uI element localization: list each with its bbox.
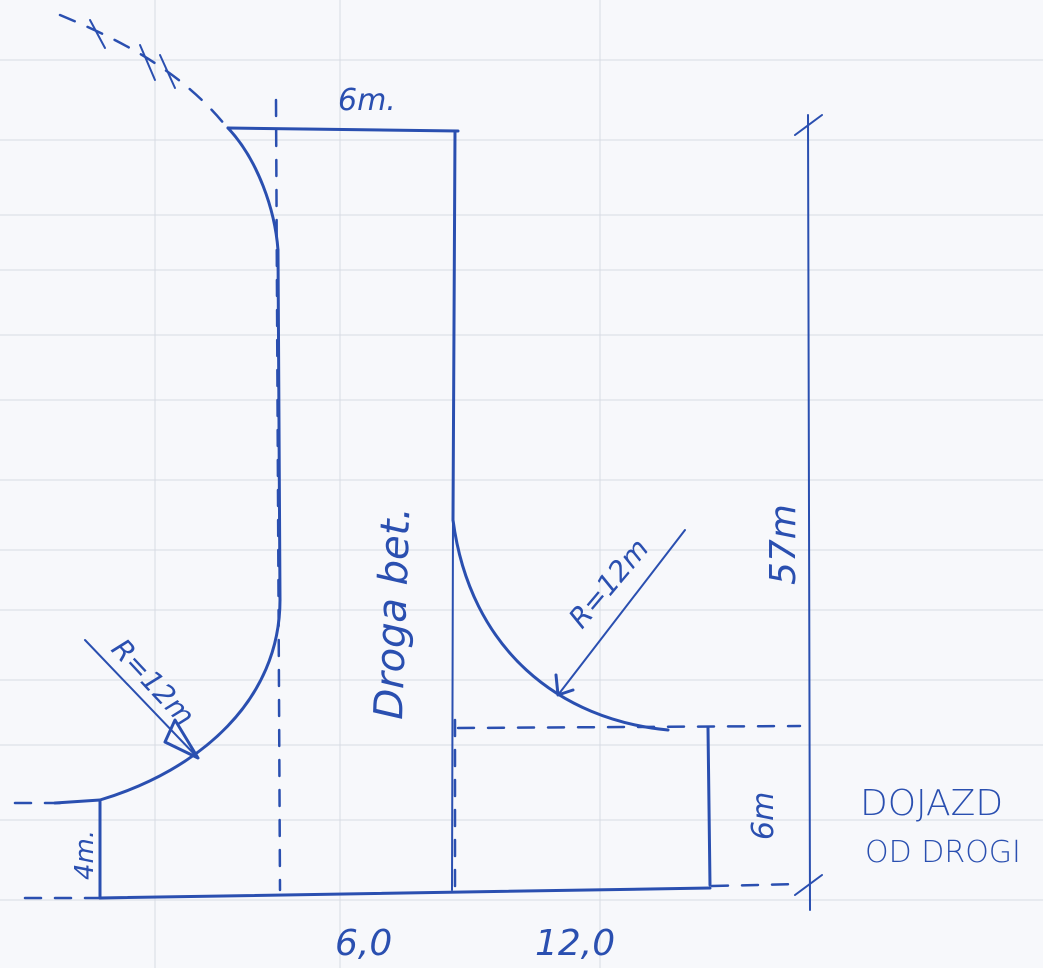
left-edge xyxy=(276,248,282,602)
label-access-line2: OD DROGI xyxy=(865,835,1021,870)
top-left-hatch-1 xyxy=(89,19,106,49)
radius-arrows xyxy=(84,529,686,760)
right-radius-arrowhead xyxy=(554,673,575,697)
right-edge xyxy=(451,129,457,522)
top-edge xyxy=(226,126,460,133)
label-left-depth: 4m. xyxy=(70,830,100,880)
label-road-name: Droga bet. xyxy=(366,506,419,720)
right-box-edge xyxy=(706,726,712,887)
length-dimension xyxy=(794,114,823,911)
right-radius-curve xyxy=(451,518,670,732)
dimension-tick-bottom xyxy=(794,874,823,896)
label-total-length: 57m xyxy=(763,504,804,585)
top-left-hatch-3 xyxy=(159,54,176,89)
top-left-dash xyxy=(58,13,227,127)
label-radius-left: R=12m xyxy=(105,632,201,732)
left-radius-arrow-line xyxy=(84,639,199,759)
right-radius-arrow-line xyxy=(557,529,686,696)
right-inner-line xyxy=(451,519,454,891)
label-radius-right: R=12m xyxy=(562,532,655,634)
right-horizontal-dash xyxy=(456,724,802,730)
left-radius-arrowhead xyxy=(163,718,200,760)
label-right-depth: 6m xyxy=(746,792,781,840)
center-dash-line xyxy=(274,98,282,892)
top-left-hatch-2 xyxy=(139,44,156,81)
dimension-tick-top xyxy=(794,114,823,136)
dashed-guides xyxy=(13,13,802,900)
label-top-width: 6m. xyxy=(338,83,396,118)
label-access-line1: DOJAZD xyxy=(860,783,1003,824)
bottom-edge xyxy=(98,886,712,900)
left-upper-curve xyxy=(226,126,280,252)
label-bottom-left-width: 6,0 xyxy=(335,923,392,964)
left-radius-curve xyxy=(53,598,282,805)
label-bottom-right-width: 12,0 xyxy=(535,923,615,964)
bottom-right-dash xyxy=(710,882,802,888)
dimension-line-57 xyxy=(807,114,811,911)
road-outline xyxy=(53,126,712,900)
